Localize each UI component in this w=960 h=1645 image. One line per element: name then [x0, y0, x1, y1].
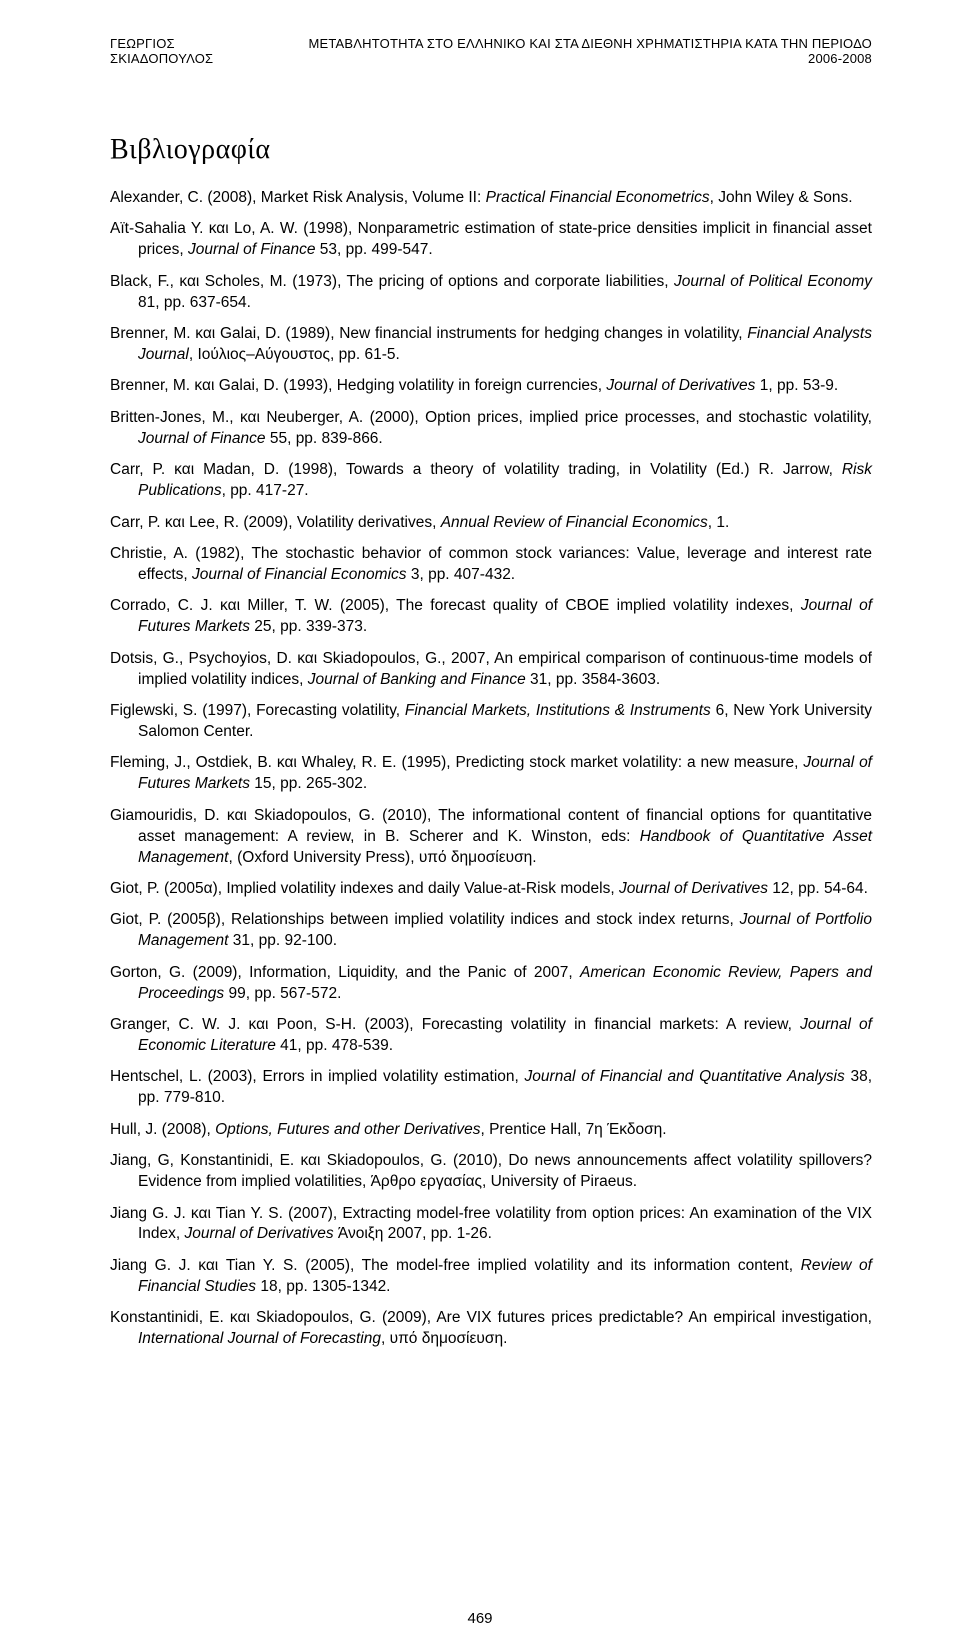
bib-entry-post: 31, pp. 3584-3603. [526, 671, 660, 688]
bib-entry: Fleming, J., Ostdiek, B. και Whaley, R. … [110, 753, 872, 795]
bib-entry: Jiang G. J. και Tian Y. S. (2007), Extra… [110, 1204, 872, 1246]
bib-entry-post: 25, pp. 339-373. [250, 618, 367, 635]
bib-entry-pre: Figlewski, S. (1997), Forecasting volati… [110, 702, 405, 719]
bib-entry: Granger, C. W. J. και Poon, S-H. (2003),… [110, 1015, 872, 1057]
bib-entry-post: 18, pp. 1305-1342. [256, 1278, 390, 1295]
bib-entry-italic: Journal of Financial and Quantitative An… [525, 1068, 845, 1085]
bib-entry: Britten-Jones, M., και Neuberger, A. (20… [110, 408, 872, 450]
bib-entry-post: , 1. [708, 514, 730, 531]
bib-entry-pre: Alexander, C. (2008), Market Risk Analys… [110, 189, 486, 206]
bib-entry: Alexander, C. (2008), Market Risk Analys… [110, 188, 872, 209]
bib-entry-pre: Granger, C. W. J. και Poon, S-H. (2003),… [110, 1016, 800, 1033]
bib-entry: Jiang G. J. και Tian Y. S. (2005), The m… [110, 1256, 872, 1298]
bib-entry-pre: Black, F., και Scholes, M. (1973), The p… [110, 273, 674, 290]
bib-entry: Hentschel, L. (2003), Errors in implied … [110, 1067, 872, 1109]
bib-entry-pre: Corrado, C. J. και Miller, T. W. (2005),… [110, 597, 801, 614]
page-number: 469 [0, 1610, 960, 1627]
bib-entry-pre: Carr, P. και Lee, R. (2009), Volatility … [110, 514, 441, 531]
running-head-left: ΓΕΩΡΓΙΟΣ ΣΚΙΑΔΟΠΟΥΛΟΣ [110, 36, 273, 66]
bib-entry-post: 3, pp. 407-432. [407, 566, 516, 583]
bib-entry-italic: Options, Futures and other Derivatives [215, 1121, 480, 1138]
bib-entry-italic: Practical Financial Econometrics [486, 189, 710, 206]
bib-entry-italic: Annual Review of Financial Economics [441, 514, 708, 531]
running-head: ΓΕΩΡΓΙΟΣ ΣΚΙΑΔΟΠΟΥΛΟΣ ΜΕΤΑΒΛΗΤΟΤΗΤΑ ΣΤΟ … [110, 36, 872, 66]
bib-entry-post: 41, pp. 478-539. [276, 1037, 393, 1054]
bib-entry-post: , pp. 417-27. [222, 482, 309, 499]
bib-entry-italic: Journal of Finance [138, 430, 266, 447]
bib-entry-pre: Carr, P. και Madan, D. (1998), Towards a… [110, 461, 842, 478]
bib-entry-post: 15, pp. 265-302. [250, 775, 367, 792]
bib-entry: Brenner, M. και Galai, D. (1993), Hedgin… [110, 376, 872, 397]
bib-entry: Brenner, M. και Galai, D. (1989), New fi… [110, 324, 872, 366]
bib-entry-post: 1, pp. 53-9. [755, 377, 838, 394]
bib-entry-post: , Ιούλιος–Αύγουστος, pp. 61-5. [189, 346, 400, 363]
bib-entry-italic: Journal of Financial Economics [192, 566, 407, 583]
bib-entry: Konstantinidi, E. και Skiadopoulos, G. (… [110, 1308, 872, 1350]
bib-entry-post: 12, pp. 54-64. [768, 880, 868, 897]
bib-entry-italic: Journal of Political Economy [674, 273, 872, 290]
bib-entry-italic: Journal of Derivatives [606, 377, 755, 394]
running-head-right: ΜΕΤΑΒΛΗΤΟΤΗΤΑ ΣΤΟ ΕΛΛΗΝΙΚΟ ΚΑΙ ΣΤΑ ΔΙΕΘΝ… [273, 36, 872, 66]
bib-entry: Christie, A. (1982), The stochastic beha… [110, 544, 872, 586]
bib-entry-italic: Journal of Derivatives [619, 880, 768, 897]
bib-entry-pre: Britten-Jones, M., και Neuberger, A. (20… [110, 409, 872, 426]
bib-entry: Aït-Sahalia Y. και Lo, A. W. (1998), Non… [110, 219, 872, 261]
bib-entry-post: 55, pp. 839-866. [266, 430, 383, 447]
bib-entry: Giot, P. (2005α), Implied volatility ind… [110, 879, 872, 900]
bib-entry-pre: Fleming, J., Ostdiek, B. και Whaley, R. … [110, 754, 803, 771]
bib-entry-pre: Hull, J. (2008), [110, 1121, 215, 1138]
bib-entry-pre: Jiang, G, Konstantinidi, E. και Skiadopo… [110, 1152, 872, 1190]
bib-entry: Giamouridis, D. και Skiadopoulos, G. (20… [110, 806, 872, 869]
bib-entry-pre: Hentschel, L. (2003), Errors in implied … [110, 1068, 525, 1085]
bib-entry-pre: Giot, P. (2005α), Implied volatility ind… [110, 880, 619, 897]
bib-entry-italic: Journal of Finance [188, 241, 316, 258]
bib-entry-italic: Journal of Banking and Finance [308, 671, 526, 688]
bib-entry-italic: Financial Markets, Institutions & Instru… [405, 702, 711, 719]
bib-entry-post: 81, pp. 637-654. [138, 294, 251, 311]
bibliography-list: Alexander, C. (2008), Market Risk Analys… [110, 188, 872, 1350]
bib-entry-post: , (Oxford University Press), υπό δημοσίε… [228, 849, 536, 866]
bib-entry: Dotsis, G., Psychoyios, D. και Skiadopou… [110, 649, 872, 691]
bib-entry-italic: International Journal of Forecasting [138, 1330, 381, 1347]
bib-entry: Carr, P. και Lee, R. (2009), Volatility … [110, 513, 872, 534]
bib-entry-pre: Konstantinidi, E. και Skiadopoulos, G. (… [110, 1309, 872, 1326]
bib-entry-post: Άνοιξη 2007, pp. 1-26. [334, 1225, 492, 1242]
bib-entry: Black, F., και Scholes, M. (1973), The p… [110, 272, 872, 314]
bib-entry-post: 31, pp. 92-100. [228, 932, 337, 949]
bib-entry-pre: Brenner, M. και Galai, D. (1993), Hedgin… [110, 377, 606, 394]
bib-entry: Giot, P. (2005β), Relationships between … [110, 910, 872, 952]
bib-entry-post: , υπό δημοσίευση. [381, 1330, 507, 1347]
page: ΓΕΩΡΓΙΟΣ ΣΚΙΑΔΟΠΟΥΛΟΣ ΜΕΤΑΒΛΗΤΟΤΗΤΑ ΣΤΟ … [0, 0, 960, 1645]
bib-entry-pre: Jiang G. J. και Tian Y. S. (2005), The m… [110, 1257, 801, 1274]
bib-entry-post: 53, pp. 499-547. [316, 241, 433, 258]
bib-entry: Gorton, G. (2009), Information, Liquidit… [110, 963, 872, 1005]
bib-entry-pre: Gorton, G. (2009), Information, Liquidit… [110, 964, 580, 981]
bib-entry: Figlewski, S. (1997), Forecasting volati… [110, 701, 872, 743]
bib-entry: Carr, P. και Madan, D. (1998), Towards a… [110, 460, 872, 502]
bib-entry: Jiang, G, Konstantinidi, E. και Skiadopo… [110, 1151, 872, 1193]
bib-entry-pre: Giot, P. (2005β), Relationships between … [110, 911, 740, 928]
section-title: Βιβλιογραφία [110, 134, 872, 166]
bib-entry-italic: Journal of Derivatives [185, 1225, 334, 1242]
bib-entry-post: , Prentice Hall, 7η Έκδοση. [480, 1121, 666, 1138]
bib-entry-post: 99, pp. 567-572. [224, 985, 341, 1002]
bib-entry-post: , John Wiley & Sons. [710, 189, 853, 206]
bib-entry: Hull, J. (2008), Options, Futures and ot… [110, 1120, 872, 1141]
bib-entry: Corrado, C. J. και Miller, T. W. (2005),… [110, 596, 872, 638]
bib-entry-pre: Brenner, M. και Galai, D. (1989), New fi… [110, 325, 747, 342]
